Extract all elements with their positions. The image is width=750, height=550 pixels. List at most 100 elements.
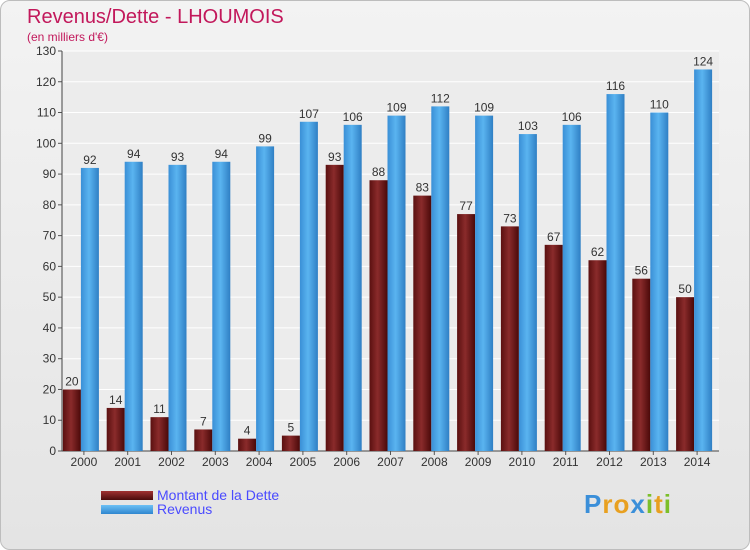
data-label-revenus: 109 bbox=[386, 101, 406, 115]
y-tick-label: 130 bbox=[36, 44, 56, 58]
x-tick-label: 2009 bbox=[465, 455, 492, 469]
data-label-revenus: 109 bbox=[474, 101, 494, 115]
bar-revenus bbox=[475, 115, 494, 451]
bar-dette bbox=[325, 164, 344, 451]
bar-revenus bbox=[606, 94, 625, 452]
x-tick-label: 2011 bbox=[553, 455, 579, 469]
bar-revenus bbox=[387, 115, 406, 451]
y-tick-label: 40 bbox=[43, 321, 57, 335]
bar-dette bbox=[62, 389, 81, 451]
bar-revenus bbox=[694, 69, 713, 451]
data-label-dette: 56 bbox=[635, 264, 649, 278]
data-label-dette: 14 bbox=[109, 393, 123, 407]
y-tick-label: 80 bbox=[43, 198, 57, 212]
data-label-revenus: 107 bbox=[299, 107, 319, 121]
data-label-dette: 88 bbox=[372, 165, 386, 179]
bar-revenus bbox=[650, 112, 669, 452]
data-label-revenus: 110 bbox=[650, 98, 669, 112]
bar-dette bbox=[194, 429, 213, 451]
data-label-dette: 67 bbox=[547, 230, 561, 244]
y-tick-label: 30 bbox=[43, 352, 57, 366]
legend-swatch-revenus bbox=[101, 504, 153, 514]
data-label-revenus: 124 bbox=[693, 54, 713, 68]
bar-dette bbox=[281, 435, 300, 451]
data-label-revenus: 99 bbox=[258, 131, 272, 145]
x-tick-label: 2014 bbox=[684, 455, 711, 469]
x-tick-label: 2005 bbox=[290, 455, 317, 469]
bar-dette bbox=[588, 260, 607, 451]
data-label-dette: 62 bbox=[591, 245, 605, 259]
logo-letter: t bbox=[654, 489, 664, 519]
bar-dette bbox=[150, 417, 169, 451]
logo-letter: r bbox=[602, 489, 614, 519]
legend-item-revenus: Revenus bbox=[101, 501, 213, 517]
bar-dette bbox=[106, 407, 125, 451]
x-tick-label: 2012 bbox=[596, 455, 623, 469]
data-label-dette: 50 bbox=[678, 282, 692, 296]
logo-letter: o bbox=[613, 489, 631, 519]
bar-dette bbox=[676, 297, 695, 451]
data-label-dette: 73 bbox=[503, 211, 517, 225]
data-label-dette: 4 bbox=[244, 424, 251, 438]
data-label-revenus: 116 bbox=[606, 79, 625, 93]
legend-swatch-dette bbox=[101, 490, 153, 500]
data-label-dette: 20 bbox=[65, 374, 79, 388]
data-label-revenus: 94 bbox=[215, 147, 229, 161]
bar-revenus bbox=[431, 106, 450, 451]
x-tick-label: 2007 bbox=[377, 455, 404, 469]
bar-dette bbox=[457, 214, 476, 451]
data-label-dette: 11 bbox=[153, 402, 166, 416]
data-label-dette: 77 bbox=[459, 199, 473, 213]
bar-dette bbox=[544, 244, 563, 451]
legend-label-dette: Montant de la Dette bbox=[157, 487, 280, 503]
x-tick-label: 2000 bbox=[71, 455, 98, 469]
logo-letter: i bbox=[645, 489, 655, 519]
data-label-revenus: 94 bbox=[127, 147, 141, 161]
bar-revenus bbox=[518, 134, 537, 452]
y-tick-label: 10 bbox=[43, 413, 57, 427]
y-tick-label: 100 bbox=[36, 136, 56, 150]
logo-letter: x bbox=[630, 489, 646, 519]
logo-letter: i bbox=[663, 489, 672, 519]
bar-revenus bbox=[124, 161, 143, 451]
legend-item-dette: Montant de la Dette bbox=[101, 487, 280, 503]
data-label-dette: 5 bbox=[288, 421, 295, 435]
data-label-dette: 93 bbox=[328, 150, 342, 164]
bar-revenus bbox=[299, 121, 318, 452]
x-tick-label: 2003 bbox=[202, 455, 229, 469]
chart-title: Revenus/Dette - LHOUMOIS bbox=[27, 6, 284, 28]
x-tick-label: 2002 bbox=[158, 455, 185, 469]
y-tick-label: 70 bbox=[43, 229, 57, 243]
x-tick-label: 2001 bbox=[114, 455, 141, 469]
y-tick-label: 90 bbox=[43, 167, 57, 181]
bar-dette bbox=[500, 226, 519, 451]
data-label-revenus: 106 bbox=[343, 110, 363, 124]
logo-letter: P bbox=[584, 489, 603, 519]
x-tick-label: 2008 bbox=[421, 455, 448, 469]
proxiti-logo: Proxiti bbox=[584, 489, 672, 520]
x-tick-label: 2010 bbox=[509, 455, 536, 469]
x-tick-label: 2013 bbox=[640, 455, 667, 469]
bar-dette bbox=[413, 195, 432, 451]
data-label-revenus: 103 bbox=[518, 119, 538, 133]
y-tick-label: 50 bbox=[43, 290, 57, 304]
bar-revenus bbox=[212, 161, 231, 451]
bar-revenus bbox=[343, 124, 362, 451]
data-label-revenus: 106 bbox=[562, 110, 582, 124]
y-tick-label: 0 bbox=[49, 444, 56, 458]
y-tick-label: 60 bbox=[43, 259, 57, 273]
legend-label-revenus: Revenus bbox=[157, 501, 213, 517]
unit-label: (en milliers d'€) bbox=[27, 30, 108, 44]
bar-revenus bbox=[562, 124, 581, 451]
bar-dette bbox=[238, 438, 257, 451]
x-tick-label: 2004 bbox=[246, 455, 273, 469]
data-label-dette: 83 bbox=[416, 181, 430, 195]
y-tick-label: 120 bbox=[36, 75, 56, 89]
data-label-dette: 7 bbox=[200, 414, 207, 428]
bar-dette bbox=[369, 180, 388, 451]
bar-revenus bbox=[256, 146, 275, 451]
bar-revenus bbox=[80, 167, 99, 451]
bar-dette bbox=[632, 278, 651, 451]
